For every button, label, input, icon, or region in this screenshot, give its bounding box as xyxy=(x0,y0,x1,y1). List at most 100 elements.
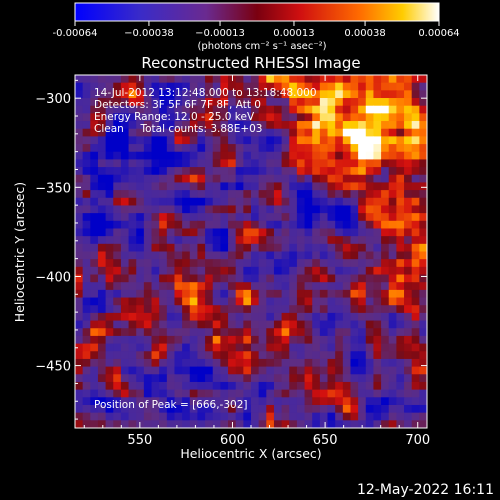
heatmap-cell xyxy=(296,305,306,314)
heatmap-cell xyxy=(151,75,160,84)
heatmap-cell xyxy=(75,320,84,329)
heatmap-cell xyxy=(113,358,122,368)
heatmap-cell xyxy=(90,220,99,230)
heatmap-cell xyxy=(235,228,244,237)
heatmap-cell xyxy=(258,105,267,114)
annotation-algorithm: Clean Total counts: 3.88E+03 xyxy=(94,123,263,135)
heatmap-cell xyxy=(304,213,313,222)
heatmap-cell xyxy=(388,366,397,375)
heatmap-cell xyxy=(205,213,214,222)
heatmap-cell xyxy=(358,144,367,153)
heatmap-cell xyxy=(342,251,352,260)
heatmap-cell xyxy=(350,182,359,191)
heatmap-cell xyxy=(281,190,290,199)
heatmap-cell xyxy=(273,404,283,414)
heatmap-cell xyxy=(273,228,283,237)
heatmap-cell xyxy=(312,389,321,398)
heatmap-cell xyxy=(281,374,290,383)
heatmap-cell xyxy=(228,121,237,130)
heatmap-cell xyxy=(251,381,260,391)
heatmap-cell xyxy=(365,82,375,91)
heatmap-cell xyxy=(182,121,191,130)
heatmap-cell xyxy=(82,128,91,137)
heatmap-cell xyxy=(281,297,290,306)
heatmap-cell xyxy=(251,90,260,99)
heatmap-cell xyxy=(373,297,382,306)
heatmap-cell xyxy=(296,358,306,368)
heatmap-cell xyxy=(174,228,183,237)
heatmap-cell xyxy=(205,228,214,237)
heatmap-cell xyxy=(358,220,367,230)
heatmap-cell xyxy=(350,381,359,391)
heatmap-cell xyxy=(82,351,91,360)
heatmap-cell xyxy=(128,289,137,299)
heatmap-cell xyxy=(304,282,313,291)
heatmap-cell xyxy=(396,305,405,314)
heatmap-cell xyxy=(327,305,336,314)
heatmap-cell xyxy=(304,182,313,191)
heatmap-cell xyxy=(304,113,313,122)
heatmap-cell xyxy=(381,82,390,91)
heatmap-cell xyxy=(97,397,107,406)
heatmap-cell xyxy=(151,236,160,245)
heatmap-cell xyxy=(404,182,413,191)
heatmap-cell xyxy=(128,420,137,428)
heatmap-cell xyxy=(212,144,221,153)
heatmap-cell xyxy=(205,159,214,168)
heatmap-cell xyxy=(251,259,260,268)
heatmap-cell xyxy=(120,82,130,91)
heatmap-cell xyxy=(82,167,91,176)
heatmap-cell xyxy=(97,167,107,176)
heatmap-cell xyxy=(388,282,397,291)
heatmap-cell xyxy=(151,151,160,161)
heatmap-cell xyxy=(182,220,191,230)
heatmap-cell xyxy=(258,136,267,145)
heatmap-cell xyxy=(281,381,290,391)
heatmap-cell xyxy=(97,144,107,153)
heatmap-cell xyxy=(342,282,352,291)
heatmap-cell xyxy=(243,358,252,368)
heatmap-cell xyxy=(289,190,298,199)
heatmap-cell xyxy=(251,335,260,345)
heatmap-cell xyxy=(289,397,298,406)
heatmap-cell xyxy=(381,90,390,99)
heatmap-cell xyxy=(419,98,427,107)
heatmap-cell xyxy=(82,289,91,299)
heatmap-cell xyxy=(159,366,168,375)
heatmap-cell xyxy=(350,328,359,337)
heatmap-cell xyxy=(335,351,344,360)
heatmap-cell xyxy=(273,305,283,314)
heatmap-cell xyxy=(82,197,91,207)
heatmap-cell xyxy=(120,351,130,360)
heatmap-cell xyxy=(335,190,344,199)
heatmap-cell xyxy=(143,397,153,406)
heatmap-cell xyxy=(212,266,221,276)
heatmap-cell xyxy=(136,144,145,153)
heatmap-cell xyxy=(404,113,413,122)
heatmap-cell xyxy=(373,320,382,329)
heatmap-cell xyxy=(266,381,275,391)
heatmap-cell xyxy=(327,243,336,253)
heatmap-cell xyxy=(151,343,160,352)
heatmap-cell xyxy=(289,228,298,237)
heatmap-cell xyxy=(319,374,329,383)
heatmap-cell xyxy=(136,75,145,84)
heatmap-cell xyxy=(419,174,427,184)
heatmap-cell xyxy=(197,159,206,168)
heatmap-cell xyxy=(373,121,382,130)
heatmap-cell xyxy=(182,343,191,352)
heatmap-cell xyxy=(182,151,191,161)
heatmap-cell xyxy=(143,159,153,168)
heatmap-cell xyxy=(411,82,420,91)
heatmap-cell xyxy=(75,236,84,245)
heatmap-cell xyxy=(128,335,137,345)
heatmap-cell xyxy=(319,335,329,345)
heatmap-cell xyxy=(404,282,413,291)
heatmap-cell xyxy=(128,167,137,176)
heatmap-cell xyxy=(166,136,176,145)
heatmap-cell xyxy=(388,113,397,122)
heatmap-cell xyxy=(228,343,237,352)
heatmap-cell xyxy=(304,174,313,184)
heatmap-cell xyxy=(220,236,229,245)
heatmap-cell xyxy=(235,297,244,306)
